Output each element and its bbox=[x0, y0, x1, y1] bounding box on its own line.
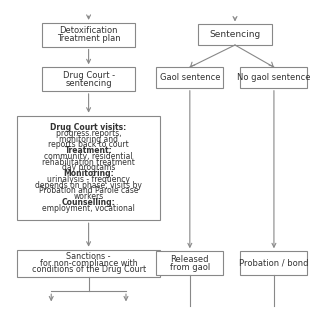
Text: Counselling:: Counselling: bbox=[62, 198, 116, 207]
Text: monitoring and: monitoring and bbox=[59, 135, 118, 144]
FancyBboxPatch shape bbox=[42, 67, 135, 91]
FancyBboxPatch shape bbox=[17, 116, 160, 220]
FancyBboxPatch shape bbox=[42, 23, 135, 47]
Text: depends on phase; visits by: depends on phase; visits by bbox=[35, 181, 142, 190]
Text: Treatment:: Treatment: bbox=[65, 146, 112, 155]
Text: community, residential: community, residential bbox=[44, 152, 133, 161]
Text: from gaol: from gaol bbox=[170, 263, 210, 272]
FancyBboxPatch shape bbox=[198, 24, 272, 45]
Text: Drug Court -: Drug Court - bbox=[62, 71, 115, 80]
Text: Released: Released bbox=[171, 254, 209, 264]
Text: No gaol sentence: No gaol sentence bbox=[237, 73, 311, 82]
Text: Monitoring:: Monitoring: bbox=[63, 169, 114, 178]
Text: Sanctions -: Sanctions - bbox=[66, 252, 111, 261]
Text: Treatment plan: Treatment plan bbox=[57, 34, 120, 43]
Text: rehabilitation treatment: rehabilitation treatment bbox=[42, 158, 135, 167]
Text: reports back to court: reports back to court bbox=[48, 140, 129, 149]
Text: Probation / bond: Probation / bond bbox=[239, 259, 309, 268]
Text: employment, vocational: employment, vocational bbox=[42, 204, 135, 212]
Text: Probation and Parole case: Probation and Parole case bbox=[39, 186, 138, 196]
FancyBboxPatch shape bbox=[240, 251, 308, 275]
Text: urinalysis - frequency: urinalysis - frequency bbox=[47, 175, 130, 184]
FancyBboxPatch shape bbox=[156, 67, 223, 88]
Text: day programs: day programs bbox=[62, 164, 115, 172]
FancyBboxPatch shape bbox=[240, 67, 308, 88]
FancyBboxPatch shape bbox=[17, 250, 160, 276]
Text: Detoxification: Detoxification bbox=[59, 26, 118, 35]
FancyBboxPatch shape bbox=[156, 251, 223, 275]
Text: Sentencing: Sentencing bbox=[209, 30, 260, 39]
Text: Gaol sentence: Gaol sentence bbox=[160, 73, 220, 82]
Text: sentencing: sentencing bbox=[65, 79, 112, 88]
Text: conditions of the Drug Court: conditions of the Drug Court bbox=[32, 265, 146, 274]
Text: Drug Court visits:: Drug Court visits: bbox=[51, 123, 127, 132]
Text: workers: workers bbox=[74, 192, 104, 201]
Text: progress reports,: progress reports, bbox=[56, 129, 121, 138]
Text: for non-compliance with: for non-compliance with bbox=[40, 259, 137, 268]
